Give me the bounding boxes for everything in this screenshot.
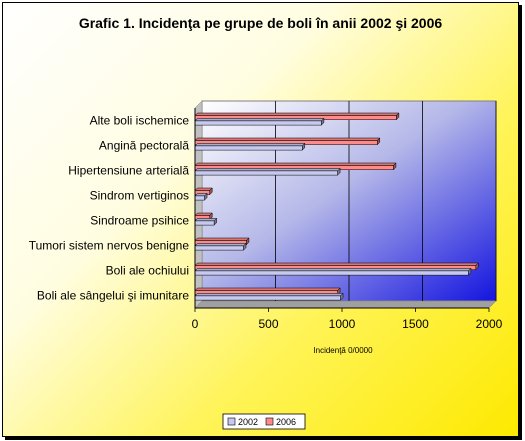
- plot-floor: [194, 300, 497, 309]
- x-axis-label: Incidenţă 0/0000: [313, 346, 373, 355]
- category-label: Angină pectorală: [99, 139, 189, 153]
- legend-swatch: [265, 417, 274, 426]
- bar-2006: [194, 162, 397, 171]
- category-label: Sindroame psihice: [90, 214, 189, 228]
- legend-entry: 2002: [238, 417, 258, 427]
- legend-swatch: [227, 417, 236, 426]
- x-tick-label: 1000: [329, 317, 356, 331]
- bar-2006: [194, 112, 400, 121]
- bar-chart: Alte boli ischemice Angină pectorală Hiper…: [29, 100, 503, 430]
- plot-side-wall: [194, 100, 203, 309]
- legend: 2002 2006: [222, 413, 306, 430]
- bar-2002: [194, 267, 472, 276]
- category-label: Hipertensiune arterială: [68, 164, 189, 178]
- category-label: Tumori sistem nervos benigne: [29, 239, 190, 253]
- category-label: Boli ale sângelui şi imunitare: [37, 289, 189, 303]
- chart-title: Grafic 1. Incidenţa pe grupe de boli în …: [78, 15, 443, 31]
- category-label: Boli ale ochiului: [106, 264, 189, 278]
- category-label: Sindrom vertiginos: [90, 189, 189, 203]
- chart-frame: Grafic 1. Incidenţa pe grupe de boli în …: [2, 2, 519, 437]
- x-tick-label: 500: [258, 317, 278, 331]
- bar-2002: [194, 292, 344, 301]
- x-tick-label: 1500: [402, 317, 429, 331]
- legend-entry: 2006: [276, 417, 296, 427]
- bar-2002: [194, 192, 208, 201]
- bar-2002: [194, 217, 218, 226]
- x-tick-label: 2000: [476, 317, 503, 331]
- bar-2002: [194, 117, 325, 126]
- category-label: Alte boli ischemice: [90, 114, 190, 128]
- bar-2002: [194, 142, 306, 151]
- x-tick-label: 0: [192, 317, 199, 331]
- bar-2002: [194, 167, 341, 176]
- legend-box: [222, 413, 306, 430]
- bar-2002: [194, 242, 247, 251]
